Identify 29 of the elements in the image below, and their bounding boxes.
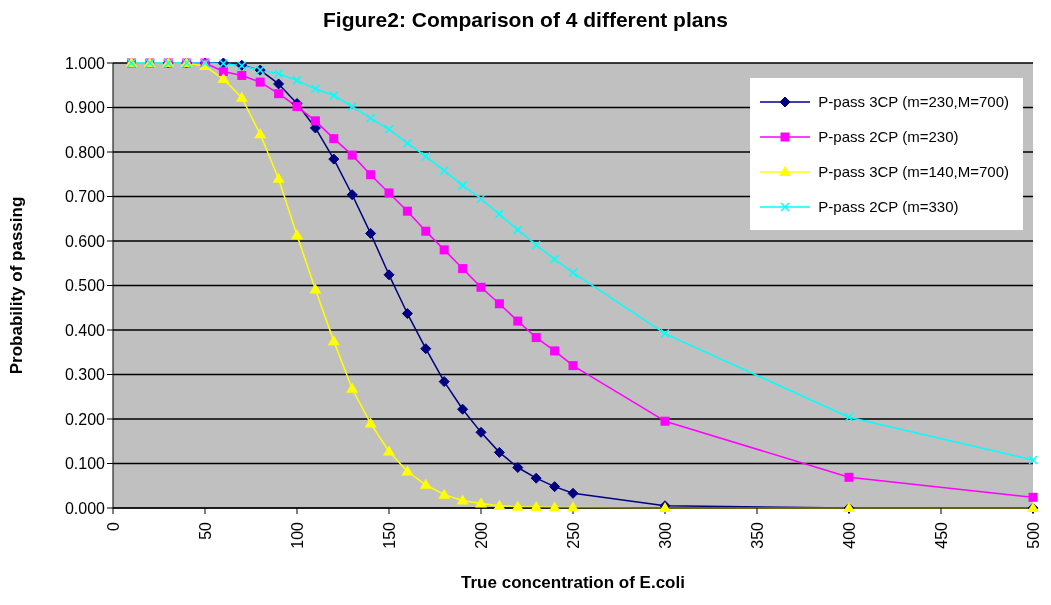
y-tick-label: 0.000 <box>64 499 106 517</box>
y-tick-label: 0.700 <box>64 188 106 206</box>
x-tick-label: 300 <box>656 521 674 549</box>
y-tick-label: 0.400 <box>64 321 106 339</box>
x-tick-label: 350 <box>748 521 766 549</box>
x-tick-label: 250 <box>564 521 582 549</box>
legend-label: P-pass 2CP (m=230) <box>818 128 959 145</box>
y-tick-label: 0.500 <box>64 277 106 295</box>
x-tick-label: 100 <box>288 521 306 549</box>
x-tick-label: 450 <box>932 521 950 549</box>
y-tick-label: 0.600 <box>64 232 106 250</box>
x-tick-label: 400 <box>840 521 858 549</box>
legend-label: P-pass 3CP (m=140,M=700) <box>818 163 1009 180</box>
x-axis-title: True concentration of E.coli <box>461 573 685 592</box>
y-tick-label: 0.300 <box>64 366 106 384</box>
chart-title: Figure2: Comparison of 4 different plans <box>322 8 729 32</box>
x-tick-label: 500 <box>1024 521 1042 549</box>
legend-label: P-pass 2CP (m=330) <box>818 198 959 215</box>
y-tick-label: 0.800 <box>64 143 106 161</box>
y-tick-label: 0.100 <box>64 455 106 473</box>
y-axis-title: Probability of passing <box>7 196 27 375</box>
y-tick-label: 0.900 <box>64 99 106 117</box>
y-tick-label: 0.200 <box>64 410 106 428</box>
x-tick-label: 200 <box>472 521 490 549</box>
x-tick-label: 50 <box>196 521 214 540</box>
x-tick-label: 0 <box>104 521 122 531</box>
x-tick-label: 150 <box>380 521 398 549</box>
y-tick-label: 1.000 <box>64 54 106 72</box>
legend-label: P-pass 3CP (m=230,M=700) <box>818 93 1009 110</box>
